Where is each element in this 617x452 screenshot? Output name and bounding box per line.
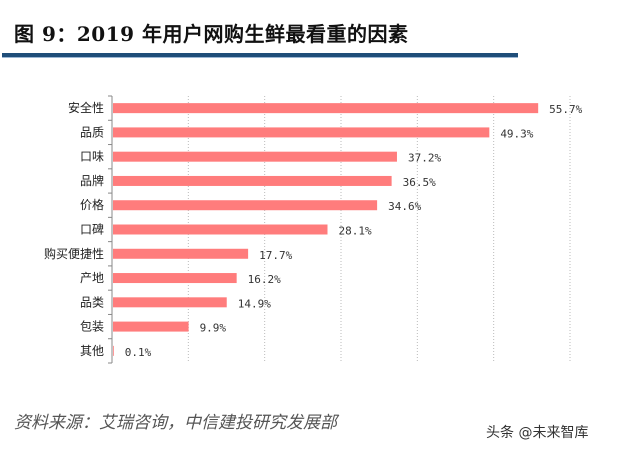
category-label: 包装 bbox=[80, 320, 104, 334]
bar bbox=[113, 151, 397, 162]
category-label: 购买便捷性 bbox=[44, 246, 104, 261]
bar bbox=[113, 345, 114, 356]
category-label: 口味 bbox=[80, 150, 104, 164]
category-label: 其他 bbox=[80, 344, 104, 358]
category-label: 产地 bbox=[80, 271, 104, 285]
category-label: 口碑 bbox=[80, 222, 104, 237]
watermark: 头条 @未来智库 bbox=[486, 425, 589, 441]
source-note: 资料来源：艾瑞咨询，中信建投研究发展部 bbox=[14, 413, 337, 433]
bar bbox=[113, 297, 227, 308]
category-label: 品牌 bbox=[80, 174, 104, 188]
chart-title: 图 9：2019 年用户网购生鲜最看重的因素 bbox=[14, 22, 409, 46]
bar bbox=[113, 248, 249, 259]
bar bbox=[113, 103, 539, 114]
data-label: 28.1% bbox=[338, 225, 371, 238]
data-label: 0.1% bbox=[125, 346, 152, 359]
data-label: 55.7% bbox=[549, 103, 582, 116]
bar bbox=[113, 127, 490, 138]
bar bbox=[113, 200, 378, 211]
category-label: 价格 bbox=[80, 197, 104, 212]
data-label: 14.9% bbox=[238, 297, 271, 310]
category-label: 品类 bbox=[80, 295, 104, 309]
data-label: 17.7% bbox=[259, 249, 292, 262]
data-label: 49.3% bbox=[500, 127, 533, 140]
category-label: 安全性 bbox=[68, 100, 104, 115]
bar bbox=[113, 273, 237, 284]
data-label: 36.5% bbox=[403, 176, 436, 189]
data-label: 16.2% bbox=[248, 273, 281, 286]
title-rule bbox=[2, 53, 518, 58]
bar bbox=[113, 321, 189, 332]
bar bbox=[113, 224, 328, 235]
data-label: 34.6% bbox=[388, 200, 421, 213]
data-label: 9.9% bbox=[200, 322, 227, 335]
category-label: 品质 bbox=[80, 125, 104, 139]
data-label: 37.2% bbox=[408, 152, 441, 165]
bar bbox=[113, 175, 392, 186]
